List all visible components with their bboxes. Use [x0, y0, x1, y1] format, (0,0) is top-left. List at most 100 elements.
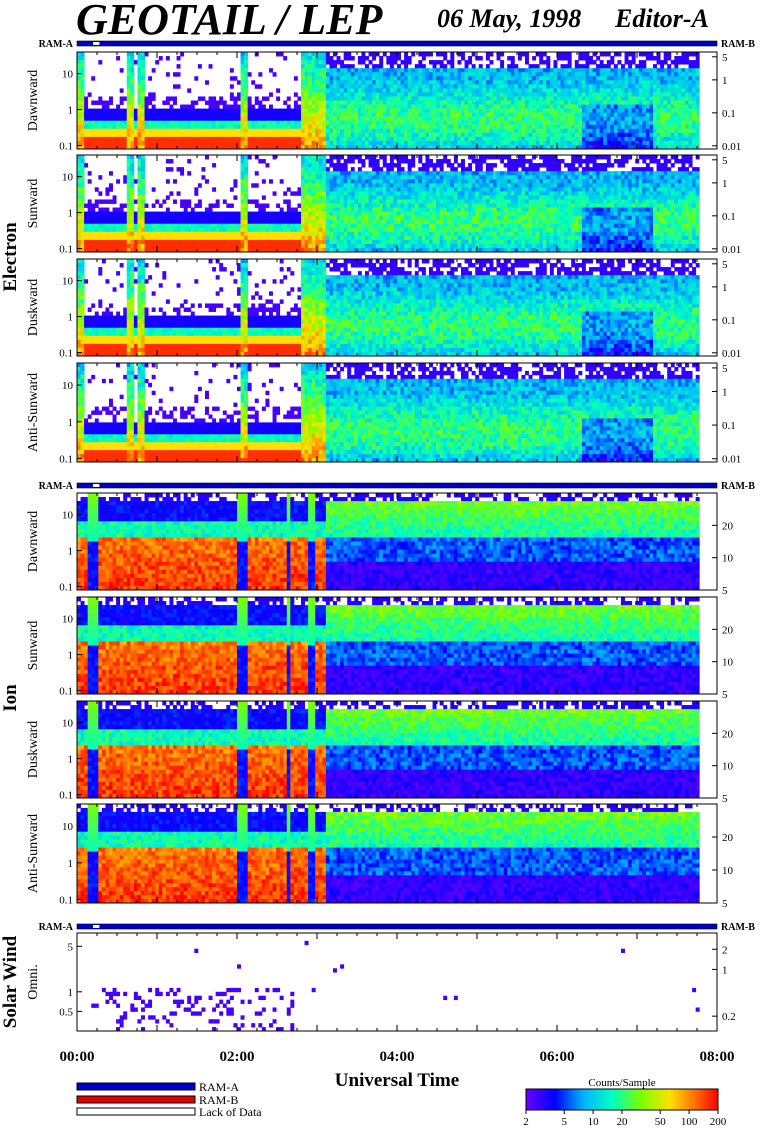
spectrogram-cell	[542, 136, 547, 142]
spectrogram-cell	[333, 215, 337, 221]
spectrogram-cell	[368, 199, 373, 204]
spectrogram-cell	[197, 219, 202, 225]
spectrogram-cell	[379, 155, 384, 160]
spectrogram-cell	[560, 56, 565, 61]
spectrogram-cell	[638, 76, 643, 81]
spectrogram-cell	[183, 128, 188, 134]
spectrogram-cell	[336, 68, 341, 73]
spectrogram-cell	[436, 80, 441, 85]
spectrogram-cell	[158, 136, 163, 142]
spectrogram-cell	[389, 155, 394, 160]
spectrogram-cell	[325, 124, 330, 130]
spectrogram-cell	[546, 144, 551, 150]
spectrogram-cell	[98, 124, 103, 130]
spectrogram-cell	[233, 219, 238, 225]
spectrogram-cell	[613, 144, 618, 150]
spectrogram-cell	[581, 120, 586, 126]
spectrogram-cell	[436, 144, 441, 150]
spectrogram-cell	[84, 112, 89, 118]
spectrogram-cell	[642, 80, 647, 85]
spectrogram-cell	[631, 116, 636, 122]
spectrogram-cell	[308, 215, 313, 221]
spectrogram-cell	[372, 108, 377, 114]
spectrogram-cell	[446, 140, 451, 146]
spectrogram-cell	[386, 144, 391, 150]
spectrogram-cell	[432, 112, 437, 118]
spectrogram-cell	[229, 92, 234, 97]
spectrogram-cell	[453, 104, 458, 109]
spectrogram-cell	[151, 247, 156, 253]
spectrogram-cell	[461, 108, 465, 114]
spectrogram-cell	[190, 132, 195, 138]
spectrogram-cell	[137, 163, 142, 168]
spectrogram-cell	[343, 136, 348, 142]
spectrogram-cell	[411, 88, 416, 93]
spectrogram-cell	[436, 104, 441, 109]
spectrogram-cell	[500, 52, 505, 57]
spectrogram-cell	[325, 219, 330, 225]
spectrogram-cell	[322, 171, 327, 176]
spectrogram-cell	[237, 80, 241, 85]
spectrogram-cell	[354, 140, 359, 146]
spectrogram-cell	[126, 207, 131, 212]
spectrogram-cell	[631, 136, 636, 142]
spectrogram-cell	[553, 76, 558, 81]
spectrogram-cell	[350, 68, 355, 73]
spectrogram-cell	[354, 183, 359, 188]
spectrogram-cell	[333, 199, 337, 204]
spectrogram-cell	[162, 239, 167, 245]
spectrogram-cell	[489, 116, 494, 122]
spectrogram-cell	[464, 112, 469, 118]
spectrogram-cell	[389, 179, 394, 184]
spectrogram-cell	[329, 80, 334, 85]
spectrogram-cell	[116, 120, 121, 126]
spectrogram-cell	[290, 108, 295, 114]
spectrogram-cell	[439, 92, 444, 97]
spectrogram-cell	[137, 175, 142, 180]
spectrogram-cell	[493, 76, 497, 81]
spectrogram-cell	[567, 120, 572, 126]
spectrogram-cell	[400, 100, 405, 105]
spectrogram-cell	[80, 175, 85, 180]
spectrogram-cell	[397, 207, 401, 212]
spectrogram-cell	[400, 215, 405, 221]
spectrogram-cell	[695, 68, 700, 73]
spectrogram-cell	[123, 235, 128, 241]
spectrogram-cell	[354, 191, 359, 196]
spectrogram-cell	[94, 199, 99, 204]
spectrogram-cell	[631, 140, 636, 146]
spectrogram-cell	[375, 235, 380, 241]
spectrogram-cell	[98, 108, 103, 114]
spectrogram-cell	[119, 219, 124, 225]
spectrogram-cell	[254, 239, 259, 245]
spectrogram-cell	[638, 64, 643, 69]
spectrogram-cell	[414, 136, 419, 142]
spectrogram-cell	[269, 104, 273, 109]
spectrogram-cell	[286, 136, 291, 142]
spectrogram-cell	[485, 72, 490, 77]
spectrogram-cell	[244, 155, 249, 160]
spectrogram-cell	[521, 84, 526, 89]
spectrogram-cell	[475, 124, 480, 130]
spectrogram-cell	[361, 144, 366, 150]
spectrogram-cell	[414, 132, 419, 138]
spectrogram-cell	[450, 96, 455, 101]
spectrogram-cell	[649, 112, 654, 118]
spectrogram-cell	[304, 96, 309, 101]
spectrogram-cell	[116, 219, 121, 225]
spectrogram-cell	[603, 112, 608, 118]
spectrogram-cell	[578, 128, 583, 134]
spectrogram-cell	[361, 215, 366, 221]
spectrogram-cell	[446, 60, 451, 65]
spectrogram-cell	[190, 219, 195, 225]
spectrogram-cell	[667, 76, 672, 81]
spectrogram-cell	[638, 72, 643, 77]
spectrogram-cell	[336, 80, 341, 85]
spectrogram-cell	[130, 159, 135, 164]
spectrogram-cell	[457, 76, 462, 81]
spectrogram-cell	[301, 112, 305, 118]
spectrogram-cell	[397, 144, 401, 150]
spectrogram-cell	[510, 112, 515, 118]
spectrogram-cell	[510, 120, 515, 126]
spectrogram-cell	[432, 76, 437, 81]
